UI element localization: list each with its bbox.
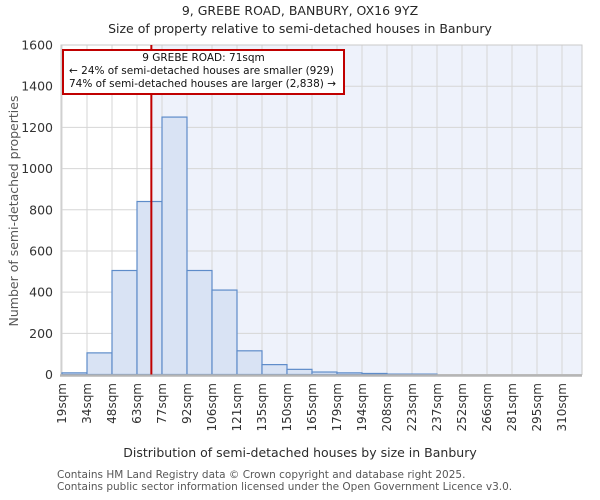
x-tick-label: 77sqm <box>155 383 169 424</box>
x-tick-label: 135sqm <box>255 383 269 431</box>
x-tick-label: 63sqm <box>130 383 144 424</box>
y-tick-label: 400 <box>29 285 53 300</box>
x-tick-label: 310sqm <box>555 383 569 431</box>
chart-title: 9, GREBE ROAD, BANBURY, OX16 9YZ <box>181 3 419 18</box>
y-tick-label: 600 <box>29 243 53 258</box>
x-tick-label: 252sqm <box>455 383 469 431</box>
annotation-larger-stat: 74% of semi-detached houses are larger (… <box>69 78 337 90</box>
histogram-bar <box>111 269 138 376</box>
x-tick-label: 281sqm <box>505 383 519 431</box>
x-tick-label: 295sqm <box>530 383 544 431</box>
x-tick-label: 165sqm <box>305 383 319 431</box>
x-tick-label: 150sqm <box>280 383 294 431</box>
y-tick-label: 200 <box>29 326 53 341</box>
histogram-bar <box>286 368 313 376</box>
histogram-bar <box>186 269 213 376</box>
y-tick-label: 1000 <box>21 161 53 176</box>
attribution-footer: Contains HM Land Registry data © Crown c… <box>57 469 597 493</box>
annotation-smaller-stat: ← 24% of semi-detached houses are smalle… <box>69 65 334 77</box>
histogram-bar <box>311 371 338 376</box>
attribution-line-2: Contains public sector information licen… <box>57 480 513 493</box>
x-tick-label: 92sqm <box>180 383 194 424</box>
x-tick-label: 208sqm <box>380 383 394 431</box>
histogram-bar <box>136 200 163 376</box>
property-annotation-box: 9 GREBE ROAD: 71sqm ← 24% of semi-detach… <box>62 49 345 95</box>
x-tick-label: 237sqm <box>430 383 444 431</box>
y-tick-label: 1400 <box>21 79 53 94</box>
attribution-line-1: Contains HM Land Registry data © Crown c… <box>57 469 466 481</box>
x-tick-label: 121sqm <box>230 383 244 431</box>
x-tick-label: 223sqm <box>405 383 419 431</box>
y-tick-label: 0 <box>45 367 53 382</box>
x-axis-title: Distribution of semi-detached houses by … <box>123 445 477 460</box>
y-tick-label: 1600 <box>21 38 53 53</box>
x-tick-label: 179sqm <box>330 383 344 431</box>
histogram-bar <box>211 289 238 376</box>
x-tick-label: 19sqm <box>55 383 69 424</box>
x-tick-label: 34sqm <box>80 383 94 424</box>
y-tick-label: 1200 <box>21 120 53 135</box>
x-tick-label: 266sqm <box>480 383 494 431</box>
histogram-bar <box>236 350 263 376</box>
histogram-bar <box>161 116 188 376</box>
histogram-bar <box>86 352 113 376</box>
annotation-property-label: 9 GREBE ROAD: 71sqm <box>142 52 265 64</box>
histogram-bar <box>261 364 288 376</box>
y-axis-title: Number of semi-detached properties <box>6 95 21 327</box>
y-tick-label: 800 <box>29 202 53 217</box>
chart-subtitle: Size of property relative to semi-detach… <box>108 21 492 36</box>
x-tick-label: 194sqm <box>355 383 369 431</box>
x-tick-label: 48sqm <box>105 383 119 424</box>
x-tick-label: 106sqm <box>205 383 219 431</box>
